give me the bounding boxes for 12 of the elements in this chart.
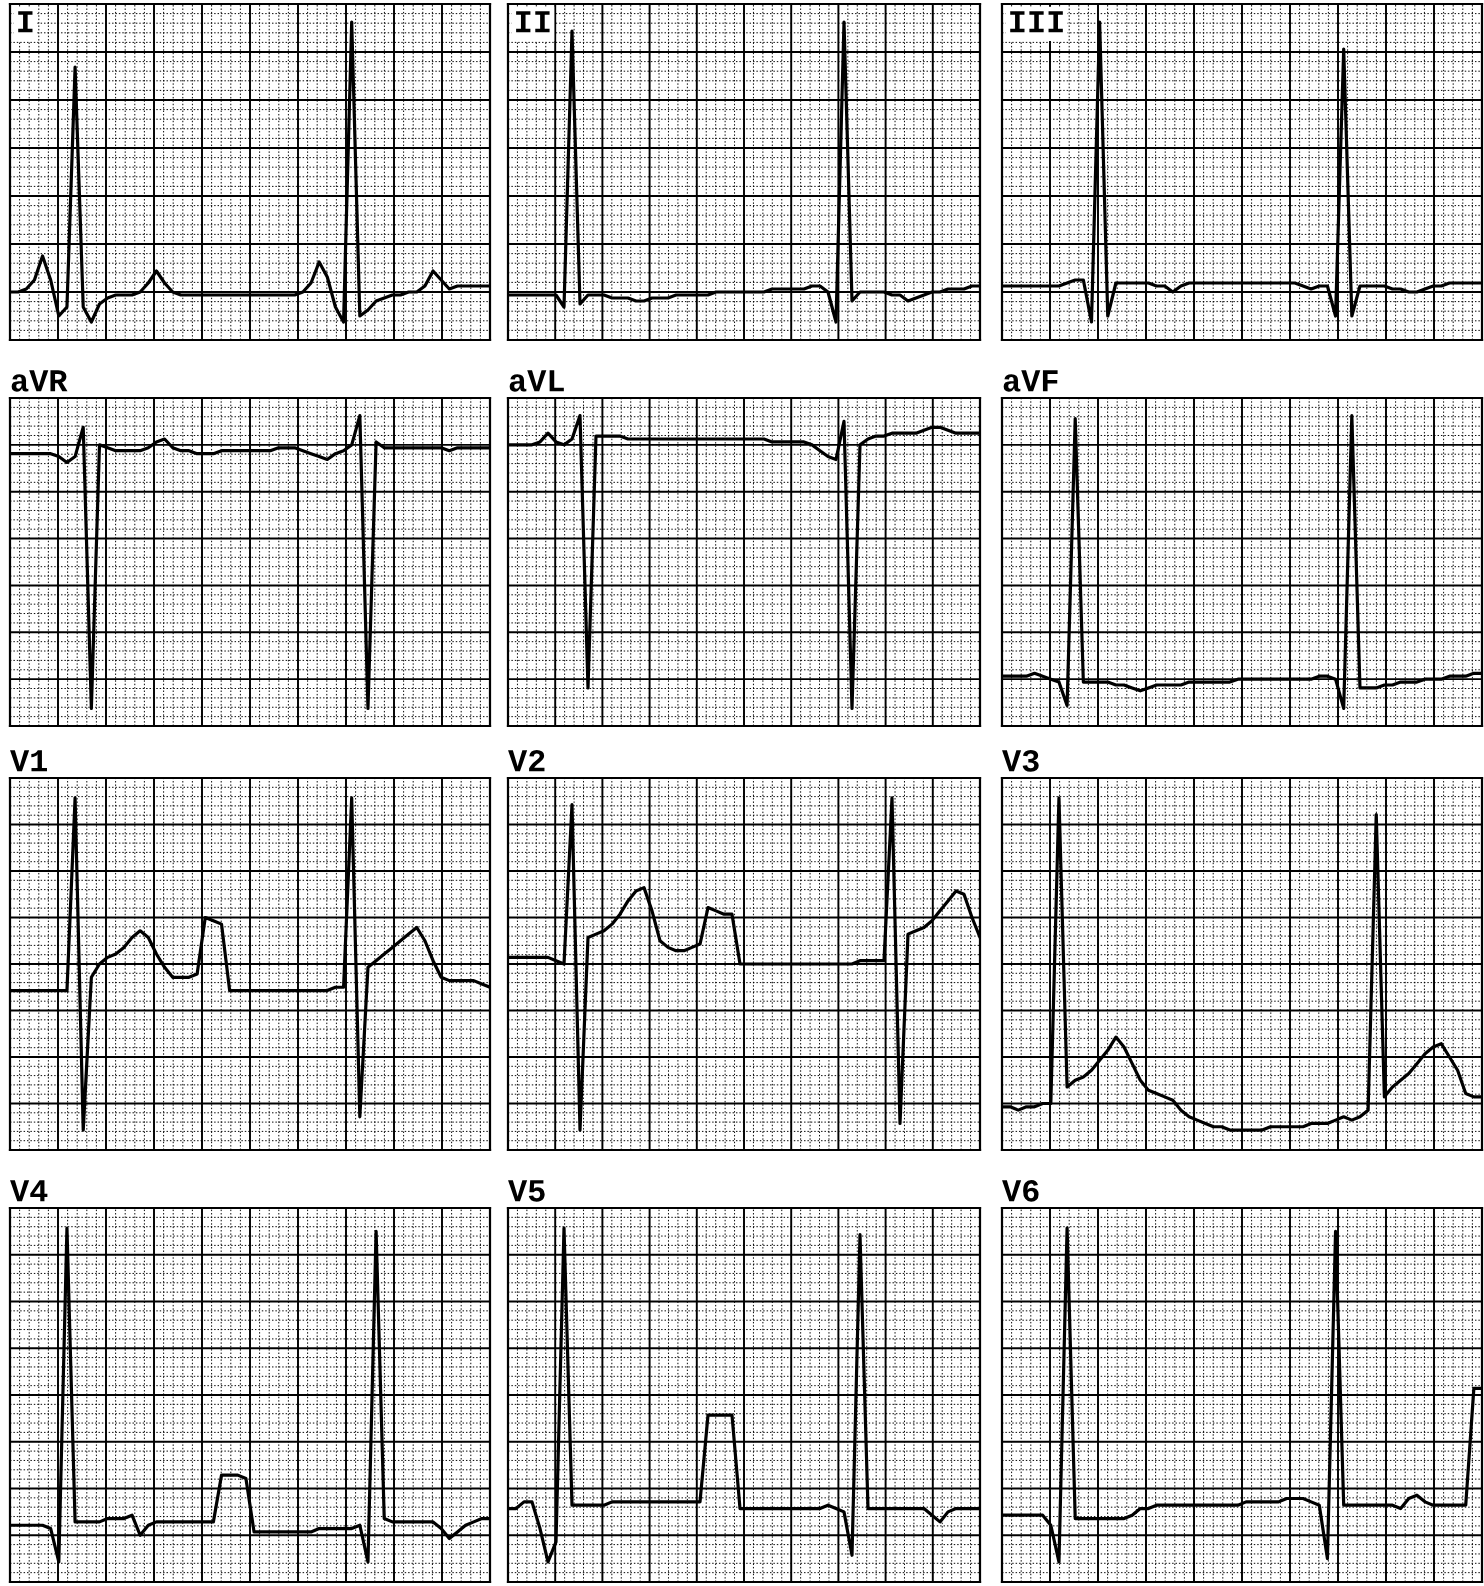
chart-title: V4: [10, 1180, 48, 1202]
chart-title: aVR: [11, 370, 68, 392]
chart-title: aVF: [1003, 370, 1058, 392]
chart-title: V3: [1002, 750, 1039, 772]
chart-title: V1: [10, 750, 47, 772]
chart-title: V6: [1002, 1180, 1039, 1202]
chart-title: I: [18, 11, 33, 33]
chart-title: V2: [508, 750, 545, 772]
chart-title: III: [1010, 11, 1063, 33]
chart-title: V5: [508, 1180, 545, 1202]
chart-title: aVL: [509, 370, 564, 392]
chart-title: II: [516, 11, 550, 33]
